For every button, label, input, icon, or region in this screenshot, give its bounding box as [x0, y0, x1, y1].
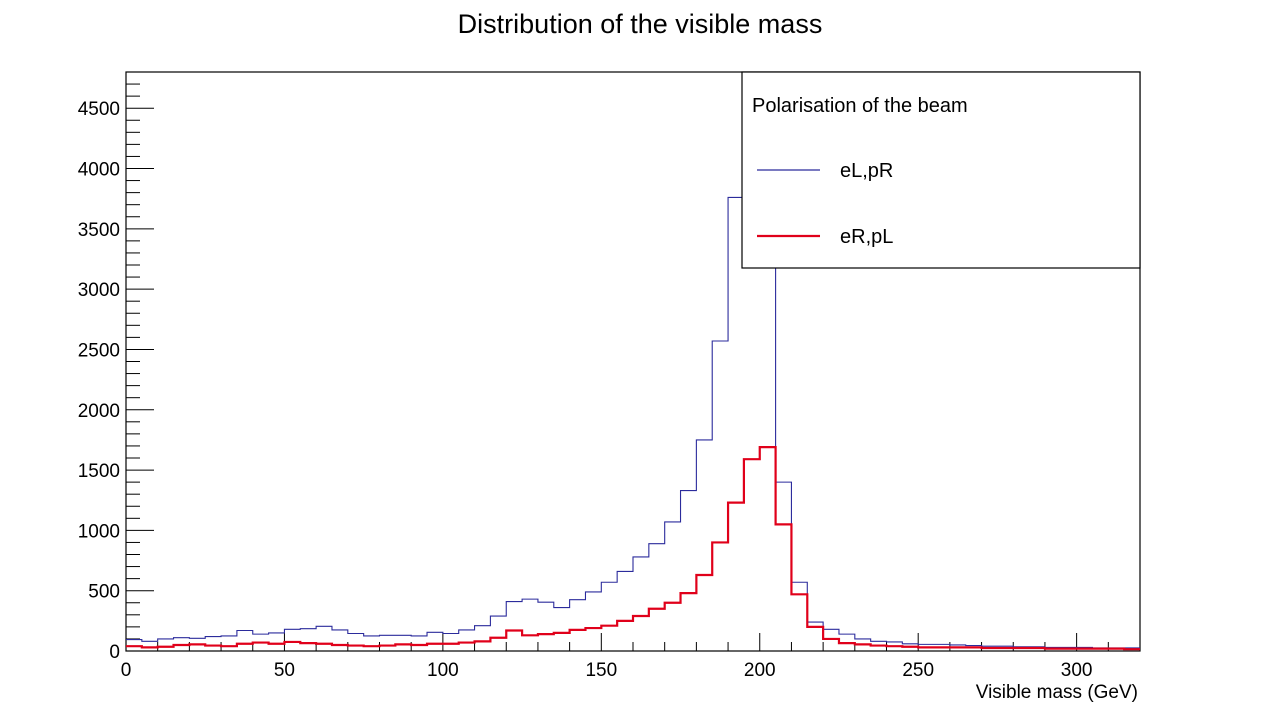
x-axis-title: Visible mass (GeV): [976, 682, 1138, 703]
y-tick-label: 2500: [78, 340, 120, 361]
x-tick-label: 50: [274, 660, 295, 681]
y-tick-label: 3500: [78, 220, 120, 241]
y-tick-label: 1500: [78, 461, 120, 482]
y-tick-label: 1000: [78, 521, 120, 542]
x-axis: 0 50 100 150 200 250 300: [121, 633, 1141, 681]
y-tick-label: 3000: [78, 280, 120, 301]
y-axis: 0 500 1000 1500 2000 2500 3000 3500 4000 4500: [78, 83, 154, 663]
series-layer: [126, 99, 1140, 651]
x-tick-label: 0: [121, 660, 132, 681]
legend-entries: eL,pR eR,pL: [757, 160, 893, 248]
series-line-1: [126, 99, 1140, 649]
legend: Polarisation of the beam eL,pR eR,pL: [741, 71, 1141, 269]
y-tick-label: 2000: [78, 401, 120, 422]
chart-title: Distribution of the visible mass: [458, 9, 823, 39]
y-tick-label: 500: [88, 582, 120, 603]
x-tick-label: 150: [585, 660, 617, 681]
x-tick-label: 200: [744, 660, 776, 681]
x-tick-label: 100: [427, 660, 459, 681]
y-tick-label: 0: [109, 642, 120, 663]
legend-entry-label: eL,pR: [840, 160, 893, 182]
series-line-2: [126, 446, 1140, 651]
y-tick-label: 4500: [78, 99, 120, 120]
legend-title: Polarisation of the beam: [752, 95, 968, 117]
x-tick-label: 300: [1061, 660, 1093, 681]
x-tick-label: 250: [902, 660, 934, 681]
y-tick-label: 4000: [78, 160, 120, 181]
legend-entry-label: eR,pL: [840, 226, 893, 248]
